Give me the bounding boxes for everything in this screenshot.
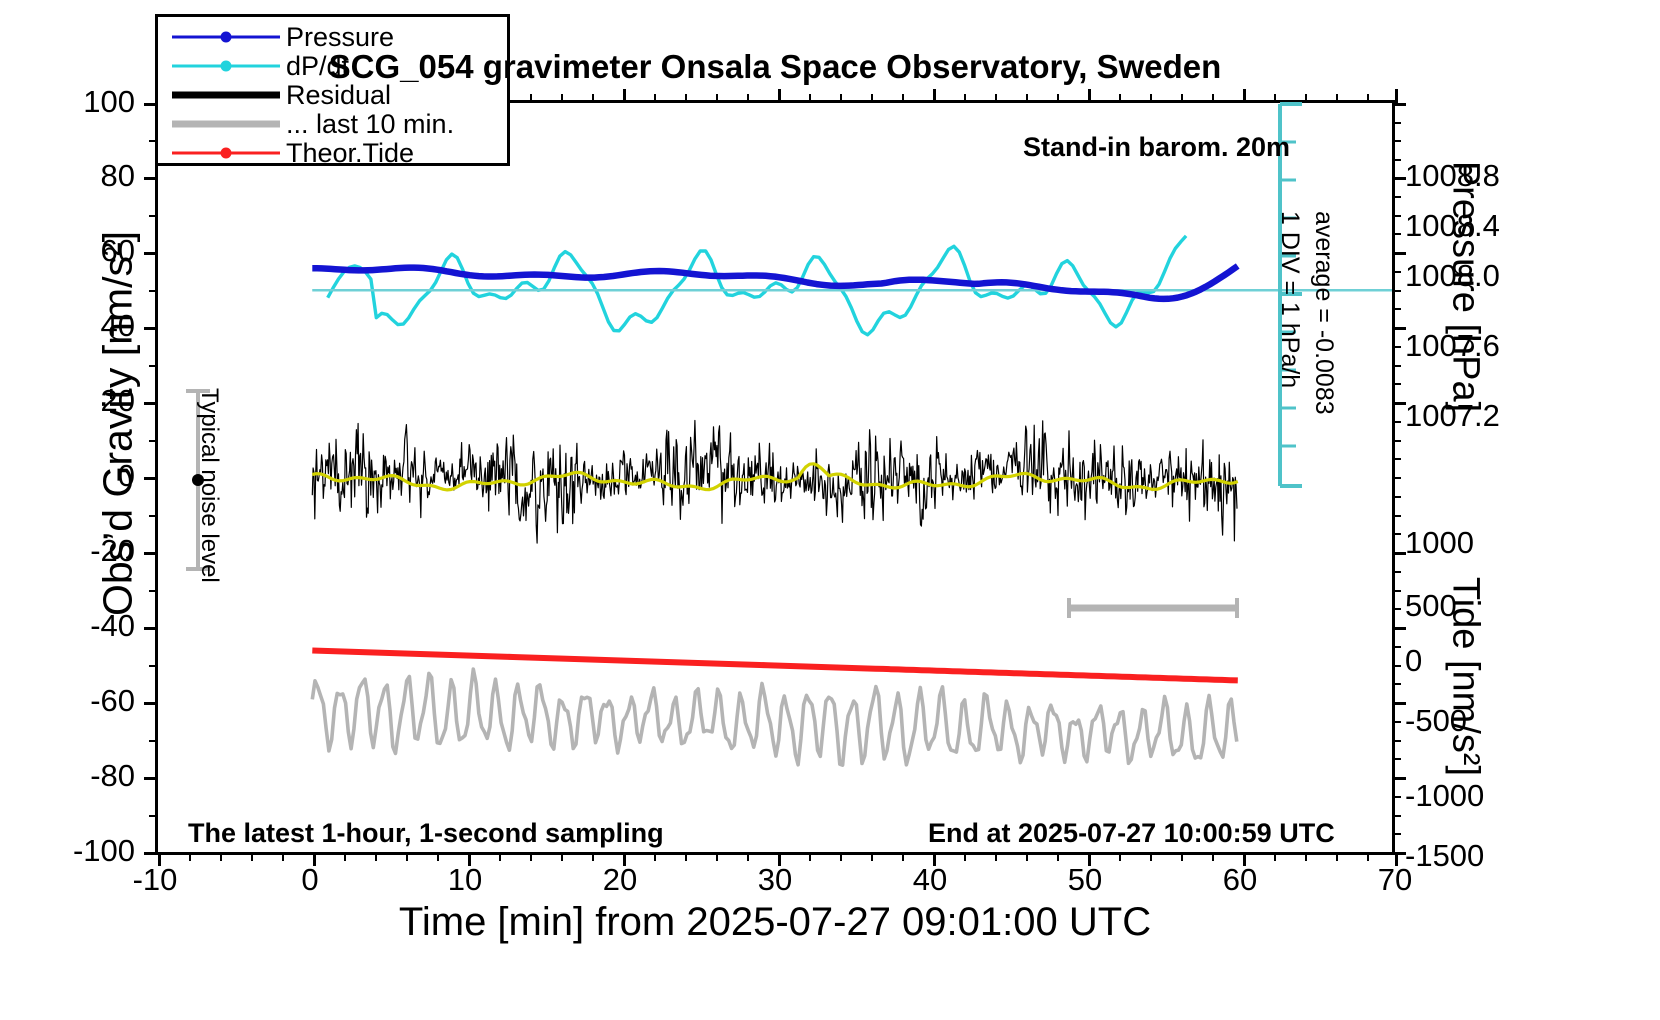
pressure-tick-label: 1007.6	[1405, 328, 1500, 363]
legend-marker	[220, 147, 232, 159]
tide-tick-label: -1500	[1405, 838, 1485, 873]
legend-item-theortide[interactable]: Theor.Tide	[166, 137, 507, 168]
legend-label: Residual	[286, 79, 392, 110]
annotation-sampling: The latest 1-hour, 1-second sampling	[188, 818, 664, 848]
tide-tick-label: 1000	[1405, 525, 1474, 560]
legend-swatch-dpdt	[166, 55, 286, 77]
legend-item-pressure[interactable]: Pressure	[166, 21, 507, 52]
plot-area: Stand-in barom. 20m The latest 1-hour, 1…	[144, 89, 1406, 866]
x-tick-label: 30	[757, 862, 793, 897]
x-tick-label: 20	[602, 862, 638, 897]
y-tick-label: -60	[90, 683, 135, 718]
legend-swatch-last10	[166, 113, 286, 135]
x-tick-label: 0	[301, 862, 319, 897]
legend-label: ... last 10 min.	[286, 108, 455, 139]
theoretical-tide-curve	[312, 647, 1238, 684]
x-tick-label: -10	[132, 862, 178, 897]
legend-label: Theor.Tide	[286, 137, 415, 168]
legend-marker	[220, 31, 232, 43]
legend-label: dP/dt	[286, 50, 350, 81]
pressure-tick-label: 1008.8	[1405, 158, 1500, 193]
legend: Pressure dP/dt Residual ... last 10 min.…	[155, 14, 510, 168]
last-10-min-bar	[1067, 598, 1239, 618]
legend-line	[172, 91, 280, 99]
residual-curve	[311, 419, 1238, 544]
x-tick-label: 70	[1377, 862, 1413, 897]
y-tick-label: 80	[100, 158, 135, 193]
x-tick-label: 40	[912, 862, 948, 897]
y-tick-label: 100	[83, 84, 135, 119]
y-tick-label: 40	[100, 308, 135, 343]
legend-marker	[220, 60, 232, 72]
annotation-noise-level: Typical noise level	[196, 388, 223, 583]
annotation-end-time: End at 2025-07-27 10:00:59 UTC	[928, 818, 1335, 848]
legend-label: Pressure	[286, 21, 395, 52]
y-tick-label: 20	[100, 383, 135, 418]
y-tick-label: -40	[90, 608, 135, 643]
legend-line	[172, 120, 280, 128]
legend-swatch-residual	[166, 84, 286, 106]
tide-tick-label: 0	[1405, 643, 1423, 678]
pressure-tick-label: 1008.0	[1405, 258, 1500, 293]
x-tick-label: 50	[1067, 862, 1103, 897]
residual-smoothed-curve	[311, 462, 1239, 492]
legend-swatch-pressure	[166, 26, 286, 48]
x-axis-title: Time [min] from 2025-07-27 09:01:00 UTC	[398, 900, 1152, 944]
dpdt-curve	[326, 234, 1188, 337]
x-tick-label: 10	[447, 862, 483, 897]
last-10-min-trace	[310, 667, 1239, 767]
legend-item-dpdt[interactable]: dP/dt	[166, 50, 507, 81]
y-tick-label: -20	[90, 533, 135, 568]
legend-swatch-theortide	[166, 142, 286, 164]
pressure-tick-label: 1007.2	[1405, 398, 1500, 433]
y-tick-label: -100	[72, 833, 135, 868]
annotation-barometer: Stand-in barom. 20m	[1023, 132, 1291, 162]
y-tick-label: 0	[117, 458, 135, 493]
dpdt-scale-bar	[1278, 102, 1302, 488]
pressure-curve	[312, 263, 1240, 303]
tide-tick-label: -500	[1405, 703, 1468, 738]
legend-item-residual[interactable]: Residual	[166, 79, 507, 110]
y-tick-label: 60	[100, 233, 135, 268]
tide-tick-label: -1000	[1405, 778, 1485, 813]
page-title: SCG_054 gravimeter Onsala Space Observat…	[328, 48, 1222, 85]
tide-tick-label: 500	[1405, 588, 1457, 623]
data-curves	[310, 234, 1392, 767]
x-tick-label: 60	[1222, 862, 1258, 897]
typical-noise-errorbar	[186, 389, 210, 571]
legend-item-last10[interactable]: ... last 10 min.	[166, 108, 507, 139]
y-tick-label: -80	[90, 758, 135, 793]
annotation-average: average = -0.0083	[1310, 211, 1338, 415]
annotation-div-scale: 1 DIV = 1 hPa/h	[1276, 211, 1304, 389]
pressure-tick-label: 1008.4	[1405, 208, 1500, 243]
